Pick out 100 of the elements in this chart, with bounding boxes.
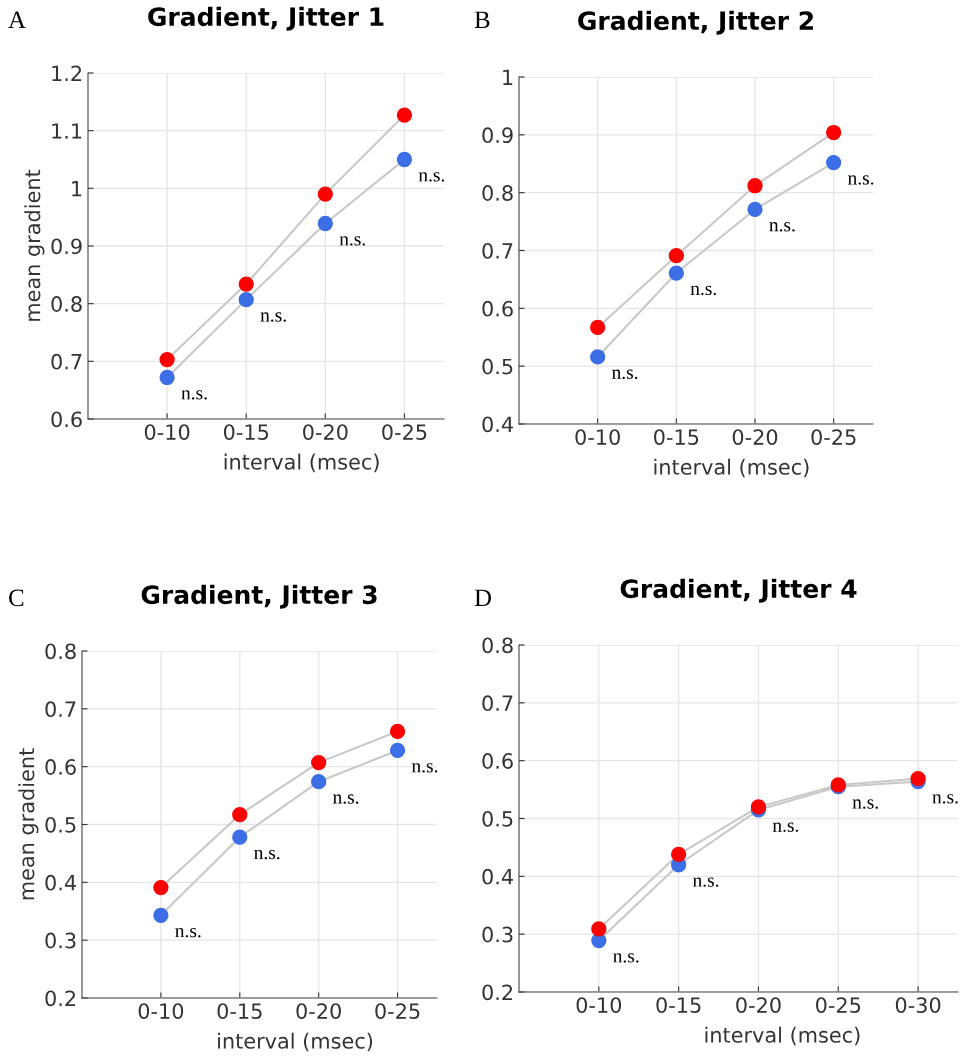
y-tick-label: 0.7 [482, 695, 513, 712]
y-tick-label: 1 [503, 69, 513, 85]
x-tick-label: 0-25 [816, 997, 861, 1013]
point [668, 265, 684, 281]
annotation: n.s. [769, 222, 795, 232]
y-tick-label: 0.2 [45, 990, 76, 1007]
x-tick-label: 0-10 [576, 997, 622, 1013]
y-tick-label: 0.7 [45, 701, 76, 718]
text: C [9, 589, 24, 607]
y-axis-title: mean gradient [18, 748, 39, 900]
x-tick-label: 0-15 [217, 1003, 262, 1019]
point [238, 291, 254, 308]
point [159, 369, 175, 386]
annotation: n.s. [690, 285, 716, 296]
annotation: n.s. [612, 369, 638, 380]
point [232, 807, 248, 823]
annotation: n.s. [339, 236, 365, 246]
y-tick-label: 0.5 [45, 816, 76, 833]
x-tick-label: 0-20 [736, 997, 781, 1013]
y-tick-label: 0.7 [51, 353, 82, 370]
x-tick-label: 0-15 [654, 429, 699, 445]
point [591, 921, 607, 937]
y-tick-label: 1.1 [52, 123, 82, 139]
x-tick-label: 0-20 [732, 429, 778, 445]
x-tick-label: 0-20 [303, 424, 348, 440]
annotation: n.s. [418, 172, 445, 182]
annotation: n.s. [333, 794, 359, 804]
annotation: n.s. [772, 822, 799, 832]
point [389, 742, 406, 759]
y-tick-label: 0.6 [482, 300, 513, 317]
point [153, 907, 169, 923]
point [238, 276, 254, 292]
annotation: n.s. [254, 849, 280, 860]
point [317, 186, 333, 202]
point [396, 107, 413, 123]
y-tick-label: 0.5 [482, 358, 513, 375]
y-tick-label: 1 [72, 181, 82, 197]
chart-title: Gradient, Jitter 4 [620, 578, 857, 603]
x-tick-label: 0-30 [895, 997, 941, 1013]
annotation: n.s. [852, 799, 878, 809]
y-tick-label: 0.4 [482, 416, 513, 433]
annotation: n.s. [692, 877, 719, 887]
x-axis-title: interval (msec) [654, 458, 809, 478]
x-axis-title: interval (msec) [218, 1032, 373, 1052]
point [590, 349, 606, 365]
text: A [8, 11, 26, 29]
point [396, 151, 413, 168]
y-tick-label: 0.2 [482, 984, 513, 1001]
point [747, 178, 763, 194]
x-tick-label: 0-10 [138, 1003, 184, 1019]
point [590, 319, 606, 336]
annotation: n.s. [613, 953, 639, 963]
y-tick-label: 0.6 [482, 753, 513, 769]
point [311, 754, 327, 771]
annotation: n.s. [848, 175, 874, 185]
y-tick-label: 0.3 [482, 926, 513, 943]
y-tick-label: 0.6 [45, 759, 76, 775]
point [153, 879, 169, 896]
y-tick-label: 0.9 [51, 238, 82, 255]
x-axis-title: interval (msec) [705, 1026, 860, 1046]
point [670, 846, 687, 862]
y-tick-label: 0.9 [482, 127, 513, 144]
x-tick-label: 0-25 [811, 429, 856, 445]
x-axis-title: interval (msec) [224, 453, 379, 473]
text: D [474, 589, 492, 607]
y-tick-label: 0.8 [45, 643, 76, 660]
y-tick-label: 1.2 [52, 65, 82, 81]
annotation: n.s. [411, 763, 438, 773]
y-tick-label: 0.5 [482, 810, 513, 827]
point [317, 215, 333, 232]
point [668, 248, 684, 264]
y-tick-label: 0.8 [482, 185, 513, 201]
point [232, 829, 248, 845]
annotation: n.s. [181, 390, 207, 400]
point [747, 201, 763, 218]
chart-title: Gradient, Jitter 1 [148, 6, 384, 31]
y-tick-label: 0.6 [51, 411, 82, 428]
chart-title: Gradient, Jitter 3 [141, 584, 377, 609]
y-tick-label: 0.7 [482, 242, 513, 259]
y-axis-title: mean gradient [24, 169, 45, 321]
point [389, 723, 406, 740]
x-tick-label: 0-10 [575, 429, 620, 445]
y-tick-label: 0.8 [482, 637, 513, 654]
x-tick-label: 0-20 [296, 1003, 341, 1019]
point [826, 154, 842, 171]
x-tick-label: 0-25 [375, 1003, 420, 1019]
annotation: n.s. [932, 794, 958, 804]
y-tick-label: 0.3 [45, 932, 76, 949]
x-tick-label: 0-15 [656, 997, 701, 1013]
annotation: n.s. [260, 312, 286, 322]
chart-title: Gradient, Jitter 2 [578, 10, 813, 35]
x-tick-label: 0-25 [382, 424, 427, 440]
point [311, 774, 327, 790]
point [826, 124, 842, 141]
point [159, 351, 175, 368]
x-tick-label: 0-10 [144, 424, 190, 440]
y-tick-label: 0.4 [45, 874, 76, 891]
annotation: n.s. [175, 927, 201, 938]
y-tick-label: 0.8 [51, 296, 82, 312]
y-tick-label: 0.4 [482, 868, 513, 885]
